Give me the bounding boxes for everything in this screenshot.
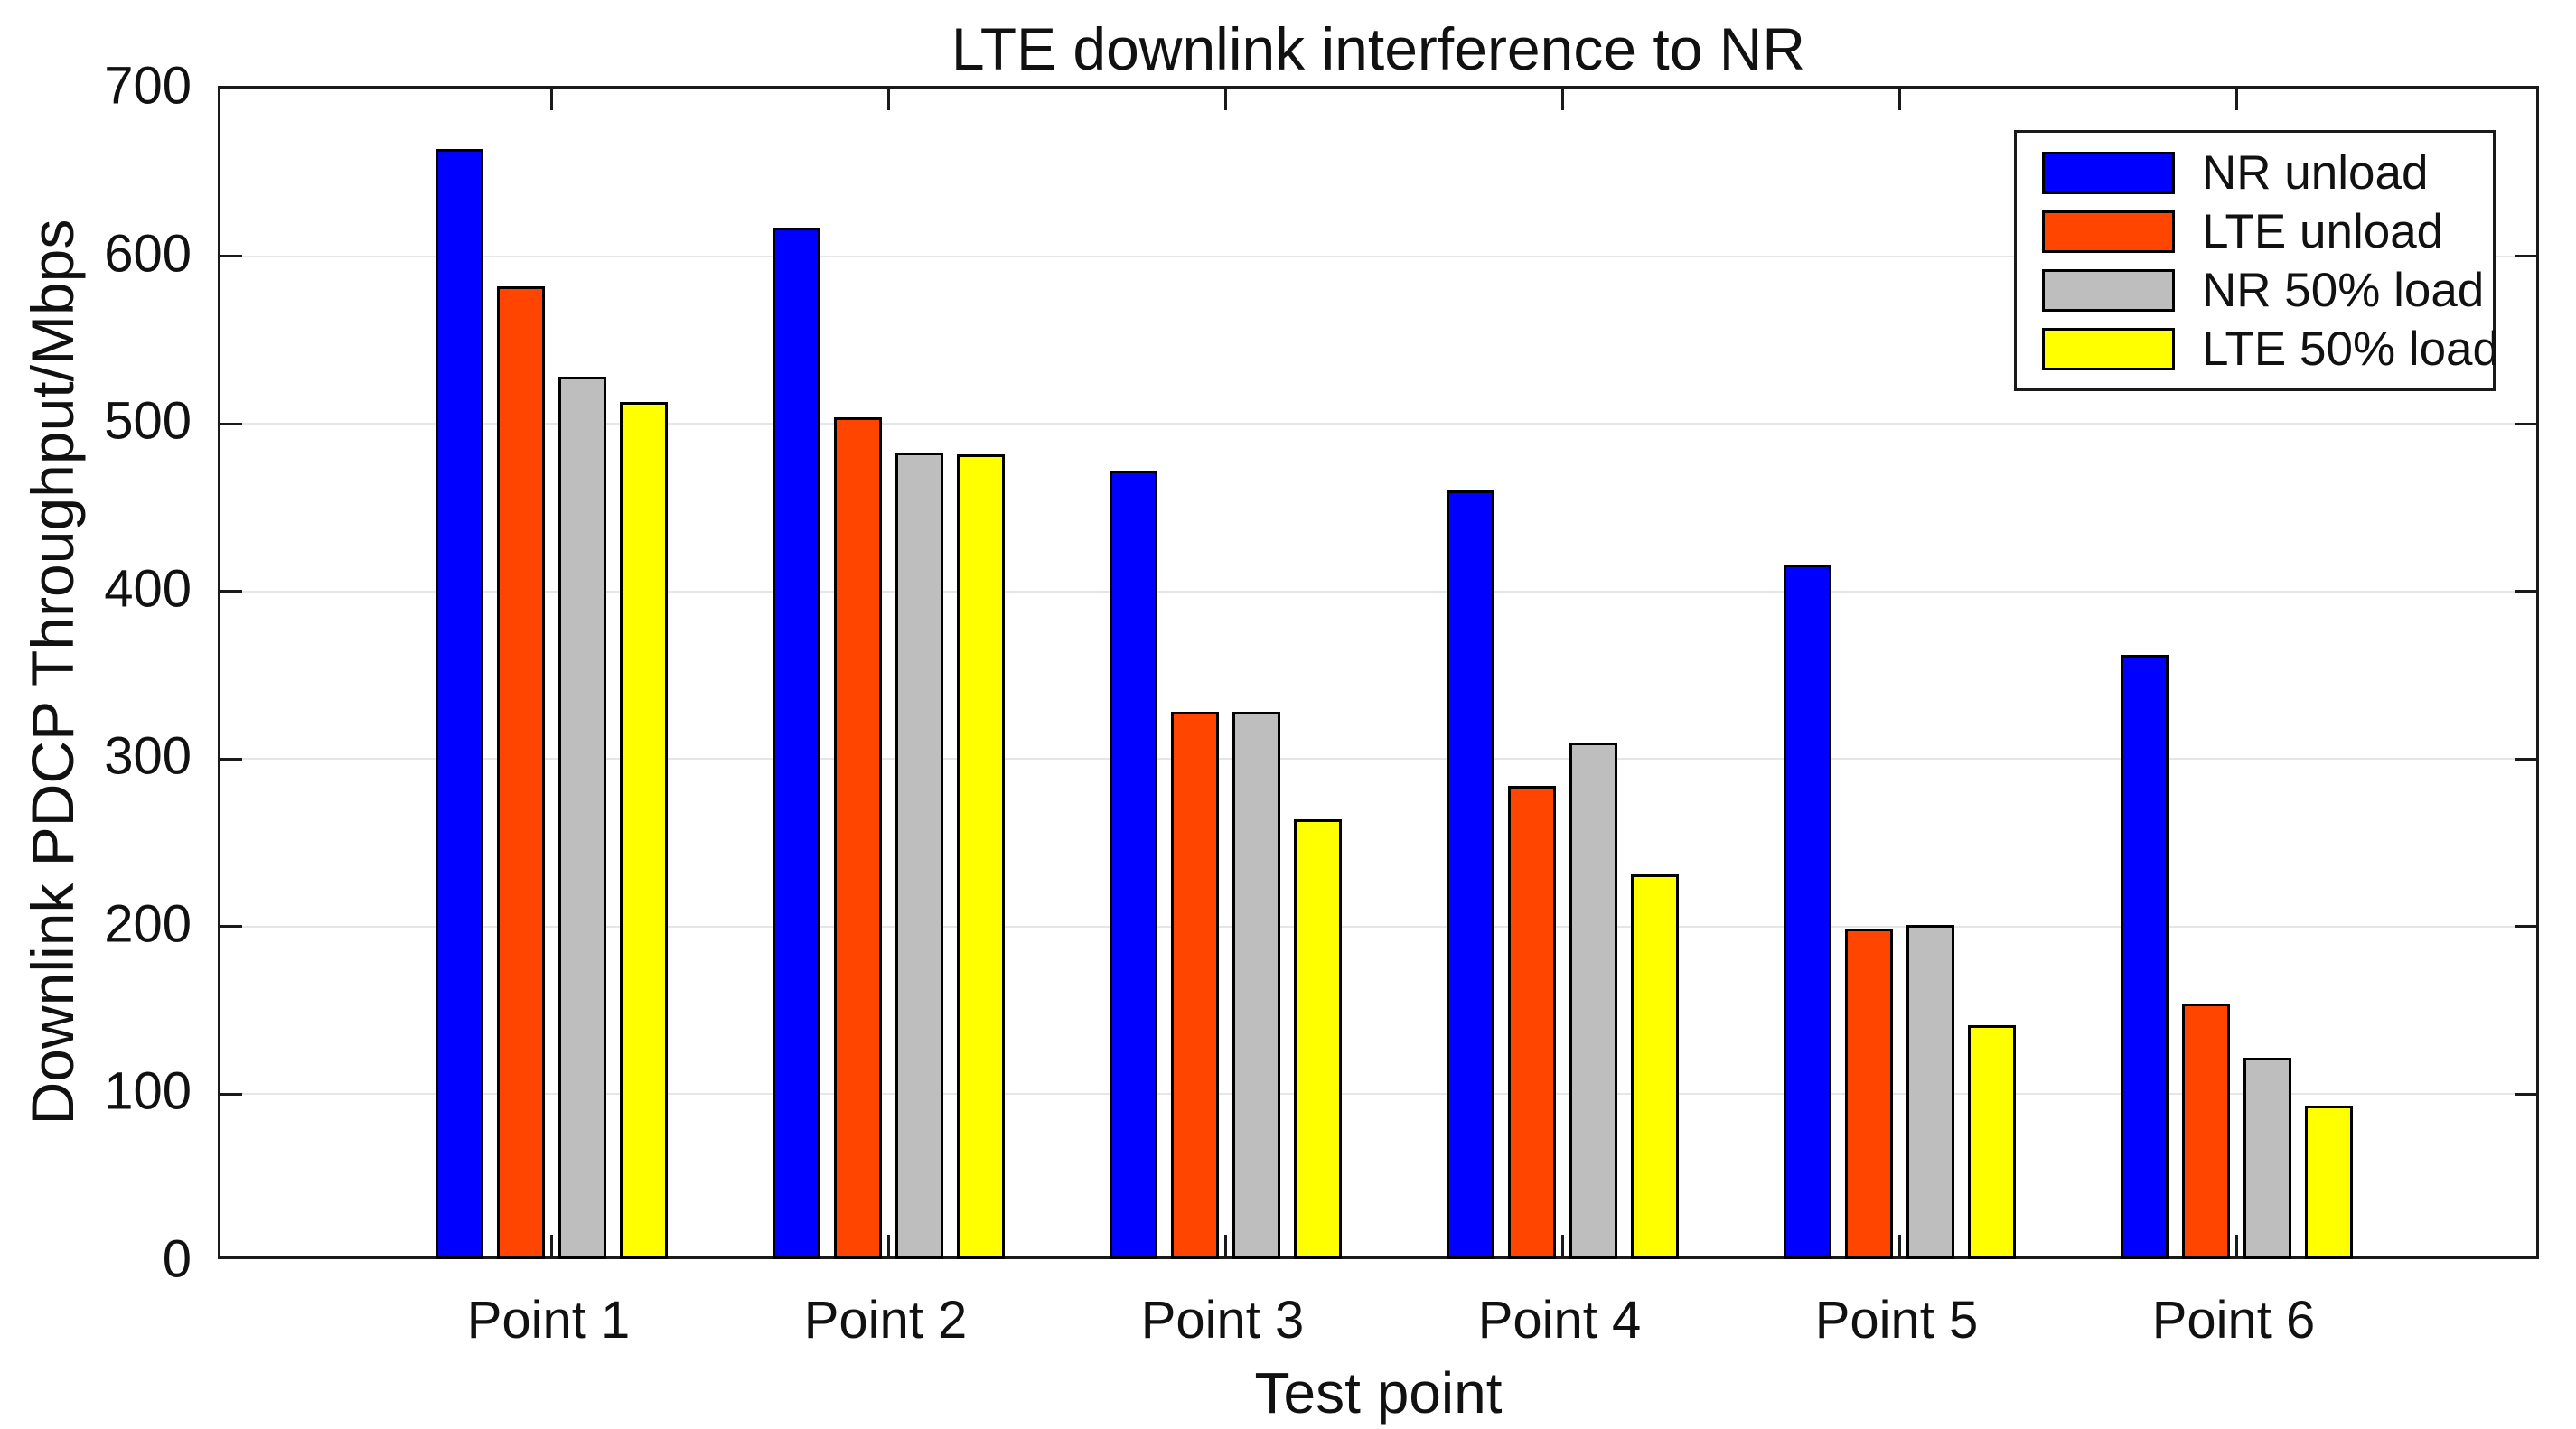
- x-tick-label-2: Point 2: [803, 1291, 968, 1350]
- legend-label: NR unload: [2202, 145, 2429, 200]
- y-tick-mark-right: [2515, 255, 2536, 258]
- bar-lte-50-load-4: [1631, 874, 1679, 1259]
- y-tick-label-200: 200: [104, 894, 192, 954]
- gridline-y-400: [220, 590, 2536, 593]
- bar-lte-50-load-1: [620, 402, 668, 1259]
- y-tick-mark-left: [220, 590, 242, 593]
- y-tick-mark-left: [220, 1092, 242, 1096]
- legend-item: LTE unload: [2042, 202, 2493, 261]
- y-tick-mark-left: [220, 757, 242, 761]
- y-tick-mark-right: [2515, 1092, 2536, 1096]
- bar-nr-unload-2: [773, 228, 820, 1259]
- y-axis-label: Downlink PDCP Throughput/Mbps: [19, 219, 86, 1125]
- bar-nr-50-load-1: [558, 377, 606, 1259]
- bar-nr-50-load-2: [895, 452, 943, 1259]
- x-tick-mark-top: [1897, 89, 1901, 110]
- legend-swatch: [2042, 327, 2175, 370]
- bar-lte-unload-6: [2182, 1004, 2230, 1259]
- bar-nr-unload-5: [1784, 565, 1831, 1259]
- legend-swatch: [2042, 268, 2175, 312]
- bar-lte-50-load-3: [1294, 819, 1342, 1259]
- y-tick-mark-right: [2515, 590, 2536, 593]
- legend-swatch: [2042, 151, 2175, 194]
- bar-nr-unload-3: [1110, 471, 1157, 1259]
- gridline-y-500: [220, 423, 2536, 425]
- x-tick-label-6: Point 6: [2151, 1291, 2316, 1350]
- bar-lte-unload-5: [1845, 928, 1893, 1259]
- bar-nr-50-load-6: [2243, 1057, 2291, 1259]
- bar-lte-50-load-2: [957, 453, 1005, 1259]
- x-tick-label-1: Point 1: [466, 1291, 631, 1350]
- x-tick-mark-bottom: [1223, 1235, 1227, 1256]
- y-tick-mark-left: [220, 422, 242, 425]
- gridline-y-300: [220, 758, 2536, 761]
- legend: NR unload LTE unload NR 50% load LTE 50% lo…: [2014, 130, 2499, 391]
- bar-lte-unload-4: [1508, 785, 1556, 1259]
- x-tick-mark-top: [886, 89, 890, 110]
- x-tick-mark-bottom: [1560, 1235, 1564, 1256]
- y-tick-mark-left: [220, 925, 242, 929]
- x-tick-mark-top: [549, 89, 553, 110]
- x-tick-mark-bottom: [549, 1235, 553, 1256]
- x-tick-mark-top: [2234, 89, 2238, 110]
- legend-item: LTE 50% load: [2042, 320, 2499, 378]
- y-tick-label-400: 400: [104, 559, 192, 619]
- bar-nr-50-load-3: [1232, 712, 1280, 1259]
- x-tick-label-5: Point 5: [1814, 1291, 1979, 1350]
- legend-swatch: [2042, 210, 2175, 253]
- y-tick-mark-right: [2515, 925, 2536, 929]
- y-tick-mark-right: [2515, 422, 2536, 425]
- bar-nr-unload-6: [2121, 655, 2169, 1259]
- y-tick-label-600: 600: [104, 224, 192, 284]
- gridline-y-100: [220, 1093, 2536, 1096]
- bar-nr-unload-4: [1447, 490, 1494, 1259]
- gridline-y-200: [220, 925, 2536, 928]
- y-tick-label-100: 100: [104, 1061, 192, 1121]
- legend-item: NR unload: [2042, 144, 2493, 202]
- x-tick-mark-bottom: [1897, 1235, 1901, 1256]
- y-tick-mark-right: [2515, 757, 2536, 761]
- x-axis-label: Test point: [1254, 1360, 1503, 1425]
- bar-nr-unload-1: [436, 148, 483, 1259]
- legend-label: LTE 50% load: [2202, 322, 2499, 376]
- bar-lte-50-load-6: [2305, 1106, 2353, 1259]
- bar-nr-50-load-5: [1906, 925, 1954, 1259]
- x-tick-mark-bottom: [886, 1235, 890, 1256]
- chart-title: LTE downlink interference to NR: [951, 15, 1806, 82]
- legend-label: LTE unload: [2202, 204, 2444, 258]
- y-tick-mark-left: [220, 255, 242, 258]
- y-tick-label-300: 300: [104, 726, 192, 786]
- legend-item: NR 50% load: [2042, 261, 2493, 320]
- x-tick-label-3: Point 3: [1140, 1291, 1305, 1350]
- bar-lte-50-load-5: [1968, 1025, 2016, 1259]
- y-tick-label-500: 500: [104, 391, 192, 451]
- x-tick-mark-top: [1560, 89, 1564, 110]
- legend-label: NR 50% load: [2202, 263, 2485, 317]
- bar-lte-unload-2: [834, 416, 882, 1259]
- x-tick-label-4: Point 4: [1477, 1291, 1642, 1350]
- bar-lte-unload-1: [497, 285, 545, 1259]
- x-tick-mark-top: [1223, 89, 1227, 110]
- x-tick-mark-bottom: [2234, 1235, 2238, 1256]
- y-tick-label-0: 0: [162, 1229, 192, 1289]
- bar-lte-unload-3: [1171, 712, 1219, 1259]
- gridline-y-600: [220, 255, 2536, 257]
- y-tick-label-700: 700: [104, 56, 192, 116]
- bar-nr-50-load-4: [1569, 742, 1617, 1259]
